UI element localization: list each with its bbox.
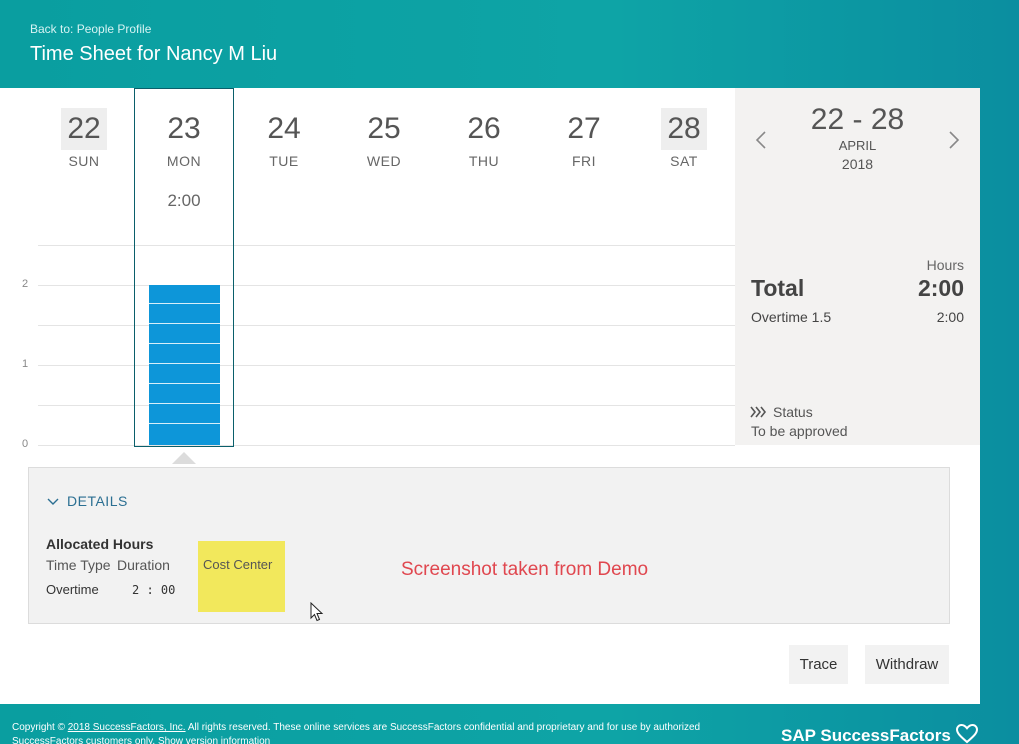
- day-column-thu[interactable]: 26 THU: [434, 108, 534, 169]
- day-name: TUE: [269, 153, 299, 169]
- day-column-sat[interactable]: 28 SAT: [634, 108, 734, 169]
- time-type-cell: Overtime: [46, 582, 99, 597]
- double-chevron-right-icon: [750, 405, 768, 421]
- day-name: SUN: [68, 153, 100, 169]
- details-panel: DETAILS Allocated Hours Time Type Durati…: [28, 467, 950, 624]
- chart-gridline: [38, 445, 735, 446]
- overtime-label: Overtime 1.5: [751, 309, 832, 325]
- day-name: MON: [166, 153, 202, 169]
- week-summary-panel: 22 - 28 APRIL 2018 Hours Total 2:00 Over…: [735, 88, 980, 445]
- withdraw-button[interactable]: Withdraw: [865, 645, 949, 684]
- day-column-sun[interactable]: 22 SUN: [34, 108, 134, 169]
- week-year: 2018: [841, 156, 874, 172]
- monday-hours-bar[interactable]: [149, 285, 220, 445]
- chevron-down-icon: [47, 495, 59, 509]
- page-title: Time Sheet for Nancy M Liu: [30, 43, 278, 65]
- chevron-left-icon[interactable]: [755, 130, 767, 156]
- day-name: THU: [468, 153, 500, 169]
- day-hours: 2:00: [167, 191, 201, 210]
- copyright-text: All rights reserved. These online servic…: [187, 722, 701, 733]
- back-link[interactable]: Back to: People Profile: [30, 22, 152, 36]
- bar-segment-divider: [149, 323, 220, 324]
- status-label: Status: [773, 404, 813, 420]
- total-value: 2:00: [917, 275, 964, 301]
- chevron-right-icon[interactable]: [948, 130, 960, 156]
- day-column-fri[interactable]: 27 FRI: [534, 108, 634, 169]
- details-toggle-label: DETAILS: [67, 493, 128, 509]
- heart-icon: [955, 723, 978, 744]
- day-name: WED: [366, 153, 402, 169]
- week-range: 22 - 28: [810, 103, 905, 136]
- copyright-link[interactable]: 2018 SuccessFactors, Inc.: [67, 722, 186, 733]
- details-pointer: [172, 452, 196, 464]
- brand-name: SAP SuccessFactors: [781, 726, 951, 744]
- y-tick-label: 1: [22, 358, 29, 370]
- day-number: 23: [167, 112, 201, 145]
- chart-gridline: [38, 245, 735, 246]
- chart-gridline: [38, 365, 735, 366]
- demo-watermark: Screenshot taken from Demo: [401, 559, 649, 580]
- status-value: To be approved: [751, 423, 848, 439]
- footer-copyright: Copyright © 2018 SuccessFactors, Inc. Al…: [12, 721, 732, 744]
- allocated-hours-title: Allocated Hours: [46, 536, 154, 552]
- cost-center-label: Cost Center: [203, 557, 273, 572]
- day-column-wed[interactable]: 25 WED: [334, 108, 434, 169]
- bar-segment-divider: [149, 363, 220, 364]
- day-number: 26: [467, 112, 501, 145]
- day-name: SAT: [670, 153, 698, 169]
- bar-segment-divider: [149, 303, 220, 304]
- hours-column-label: Hours: [926, 257, 964, 273]
- total-label: Total: [751, 275, 805, 301]
- time-type-column-header: Time Type: [46, 557, 111, 573]
- week-month: APRIL: [838, 138, 877, 153]
- page-header: Back to: People Profile Time Sheet for N…: [0, 0, 1019, 88]
- chart-gridline: [38, 405, 735, 406]
- brand-logo: SAP SuccessFactors: [781, 723, 978, 744]
- mouse-cursor-icon: [310, 601, 324, 627]
- bar-segment-divider: [149, 343, 220, 344]
- timesheet-card: 2 1 0 22 SUN 23 MON 2:00 24 TUE 25 WED 2…: [0, 88, 980, 704]
- copyright-prefix: Copyright ©: [12, 722, 65, 733]
- overtime-value: 2:00: [936, 309, 964, 325]
- day-column-tue[interactable]: 24 TUE: [234, 108, 334, 169]
- selected-day-highlight: [134, 88, 234, 447]
- day-name: FRI: [571, 153, 597, 169]
- duration-cell: 2 : 00: [132, 583, 176, 597]
- bar-segment-divider: [149, 423, 220, 424]
- cost-center-column-header: Cost Center: [198, 541, 285, 612]
- details-toggle[interactable]: DETAILS: [47, 493, 128, 509]
- day-number: 28: [661, 108, 707, 150]
- bar-segment-divider: [149, 403, 220, 404]
- day-number: 25: [367, 112, 401, 145]
- y-tick-label: 2: [22, 278, 29, 290]
- day-column-mon[interactable]: 23 MON 2:00: [134, 108, 234, 211]
- day-number: 27: [567, 112, 601, 145]
- day-number: 24: [267, 112, 301, 145]
- chart-gridline: [38, 325, 735, 326]
- day-number: 22: [61, 108, 107, 150]
- copyright-text-line2[interactable]: SuccessFactors customers only. Show vers…: [12, 736, 271, 744]
- duration-column-header: Duration: [117, 557, 170, 573]
- trace-button[interactable]: Trace: [789, 645, 848, 684]
- y-tick-label: 0: [22, 438, 29, 450]
- chart-gridline: [38, 285, 735, 286]
- bar-segment-divider: [149, 383, 220, 384]
